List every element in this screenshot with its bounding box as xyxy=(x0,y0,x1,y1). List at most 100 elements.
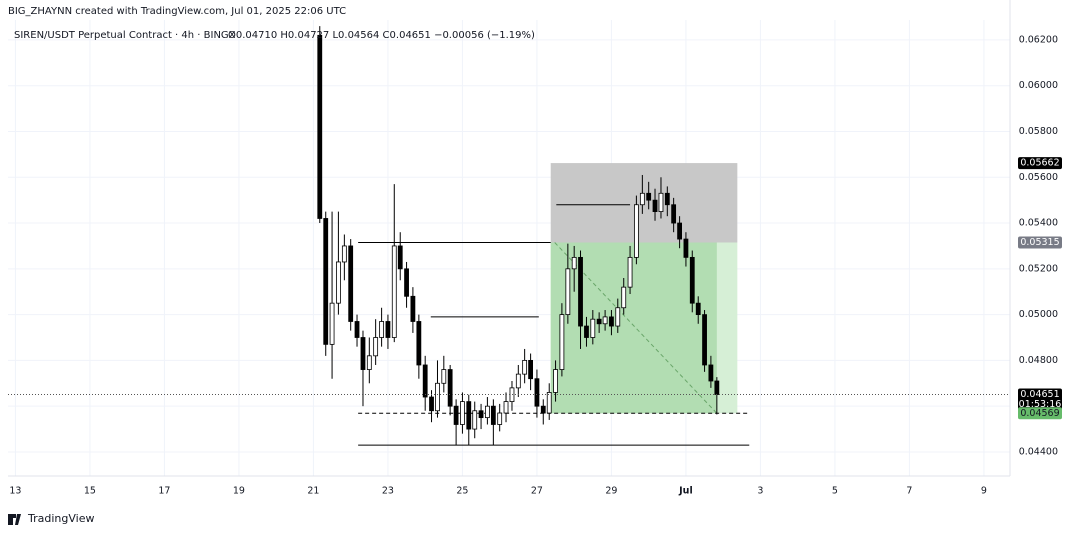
credit: BIG_ZHAYNN created with TradingView.com,… xyxy=(8,6,346,17)
candle-body xyxy=(639,192,645,206)
price-tag xyxy=(1018,388,1062,411)
y-tick-label: 0.05000 xyxy=(1019,309,1058,320)
candle-body xyxy=(317,34,323,219)
trade-path xyxy=(554,242,718,414)
candle-body xyxy=(341,245,347,263)
x-tick-label: 17 xyxy=(158,486,170,497)
countdown: 01:53:16 xyxy=(1019,399,1062,410)
candle-body xyxy=(509,387,515,403)
candle-body xyxy=(609,316,614,327)
y-tick-label: 0.05400 xyxy=(1019,218,1058,229)
candle-body xyxy=(422,364,428,398)
candle-body xyxy=(714,380,720,395)
y-tick-label: 0.05800 xyxy=(1019,126,1058,137)
candle-body xyxy=(404,268,409,297)
price-tag xyxy=(1018,236,1062,249)
x-tick-label: 27 xyxy=(531,486,543,497)
candle-body xyxy=(571,256,577,270)
y-tick-label: 0.05600 xyxy=(1019,172,1058,183)
candle-body xyxy=(466,401,472,430)
candle-body xyxy=(671,204,677,224)
x-tick-label: Jul xyxy=(678,486,693,497)
y-tick-label: 0.05200 xyxy=(1019,263,1058,274)
candle-body xyxy=(472,410,478,430)
candle-body xyxy=(435,382,440,412)
candle-body xyxy=(553,369,558,393)
x-tick-label: 7 xyxy=(906,486,912,497)
x-tick-label: 25 xyxy=(456,486,468,497)
plot-area xyxy=(8,20,1010,476)
candle-body xyxy=(565,268,571,316)
candle-body xyxy=(621,286,627,309)
candle-body xyxy=(677,222,683,240)
price-tag-label: 0.05662 xyxy=(1020,158,1059,169)
candle-body xyxy=(540,405,546,414)
candle-body xyxy=(329,302,335,345)
price-tag-label: 0.04569 xyxy=(1020,408,1059,419)
candle-body xyxy=(590,318,596,338)
y-tick-label: 0.04800 xyxy=(1019,355,1058,366)
candle-body xyxy=(633,204,639,258)
x-tick-label: 21 xyxy=(307,486,319,497)
candle-body xyxy=(385,321,391,338)
candle-body xyxy=(410,295,416,322)
candle-body xyxy=(702,314,707,366)
candle-body xyxy=(348,245,354,322)
candle-body xyxy=(335,261,341,304)
x-tick-label: 29 xyxy=(605,486,617,497)
candle-body xyxy=(708,364,714,382)
logo: TradingView xyxy=(27,512,94,525)
candle-body xyxy=(522,359,528,375)
candle-body xyxy=(453,405,459,425)
candle-body xyxy=(646,192,652,201)
candle-body xyxy=(695,302,701,316)
candle-body xyxy=(515,373,521,389)
candle-body xyxy=(652,199,658,213)
ohlc: O0.04710 H0.04727 L0.04564 C0.04651 −0.0… xyxy=(228,30,535,41)
candle-body xyxy=(596,318,602,325)
candle-body xyxy=(627,256,633,288)
x-tick-label: 23 xyxy=(382,486,394,497)
candle-body xyxy=(503,401,509,414)
candle-body xyxy=(528,359,534,380)
candle-body xyxy=(441,369,447,384)
candle-body xyxy=(615,307,621,327)
candle-body xyxy=(602,316,608,325)
candle-body xyxy=(689,256,695,304)
x-tick-label: 3 xyxy=(757,486,763,497)
candle-body xyxy=(373,337,379,357)
candle-body xyxy=(429,396,434,412)
candle-body xyxy=(497,412,503,425)
candle-body xyxy=(559,314,565,370)
price-tag xyxy=(1018,157,1062,170)
symbol: SIREN/USDT Perpetual Contract · 4h · BIN… xyxy=(14,30,236,41)
y-tick-label: 0.06000 xyxy=(1019,80,1058,91)
x-tick-label: 15 xyxy=(84,486,96,497)
candle-body xyxy=(484,405,490,419)
candle-body xyxy=(447,369,453,407)
candle-body xyxy=(664,192,670,206)
candle-body xyxy=(354,321,360,338)
logo-icon xyxy=(8,514,21,525)
candle-body xyxy=(416,321,422,366)
candle-body xyxy=(391,245,397,338)
candle-body xyxy=(323,218,329,345)
candle-body xyxy=(683,238,689,258)
candle-body xyxy=(578,256,583,327)
x-tick-label: 13 xyxy=(9,486,21,497)
price-tag-label: 0.04651 xyxy=(1020,389,1059,400)
price-tag xyxy=(1018,407,1062,420)
y-tick-label: 0.04400 xyxy=(1019,446,1058,457)
candle-body xyxy=(658,192,664,213)
candle-body xyxy=(397,245,403,270)
price-tag-label: 0.05315 xyxy=(1020,237,1059,248)
candle-body xyxy=(379,321,385,338)
candle-body xyxy=(460,401,465,425)
candle-body xyxy=(546,392,552,414)
candle-body xyxy=(584,325,589,338)
candle-body xyxy=(360,337,366,370)
x-tick-label: 9 xyxy=(981,486,987,497)
